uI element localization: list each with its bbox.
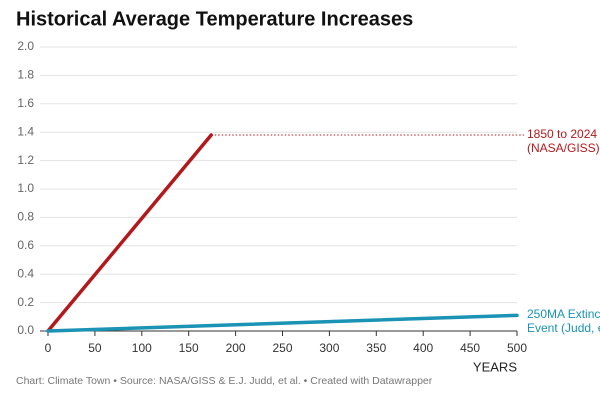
y-tick-label: 2.0: [17, 39, 34, 53]
x-tick-label: 400: [413, 341, 433, 355]
y-tick-label: 1.6: [17, 96, 34, 110]
series-label: 250MA Extinction Event (Judd, et al.): [527, 307, 600, 336]
y-tick-label: 1.8: [17, 68, 34, 82]
chart-title: Historical Average Temperature Increases: [16, 8, 413, 30]
y-tick-label: 0.4: [17, 266, 34, 280]
y-tick-label: 1.4: [17, 124, 34, 138]
y-tick-label: 0.8: [17, 210, 34, 224]
series-label-text: 250MA Extinction Event (Judd, et al.): [527, 307, 600, 336]
x-tick-label: 250: [272, 341, 292, 355]
x-tick-label: 150: [179, 341, 199, 355]
x-tick-label: 200: [226, 341, 246, 355]
x-axis-label: YEARS: [473, 359, 517, 374]
series-label: 1850 to 2024 (NASA/GISS): [527, 127, 600, 156]
y-tick-label: 0.0: [17, 323, 34, 337]
x-tick-label: 0: [45, 341, 52, 355]
x-tick-label: 350: [366, 341, 386, 355]
line: [46, 313, 519, 333]
y-tick-label: 0.6: [17, 238, 34, 252]
x-tick-label: 500: [507, 341, 527, 355]
x-tick-label: 100: [132, 341, 152, 355]
line: [46, 133, 213, 333]
y-tick-label: 0.2: [17, 295, 34, 309]
y-tick-label: 1.2: [17, 153, 34, 167]
y-tick-label: 1.0: [17, 181, 34, 195]
x-tick-label: 50: [88, 341, 102, 355]
x-tick-label: 450: [460, 341, 480, 355]
x-tick-label: 300: [319, 341, 339, 355]
footer: Chart: Climate Town • Source: NASA/GISS …: [16, 375, 433, 387]
series-label-text: 1850 to 2024 (NASA/GISS): [527, 127, 600, 156]
